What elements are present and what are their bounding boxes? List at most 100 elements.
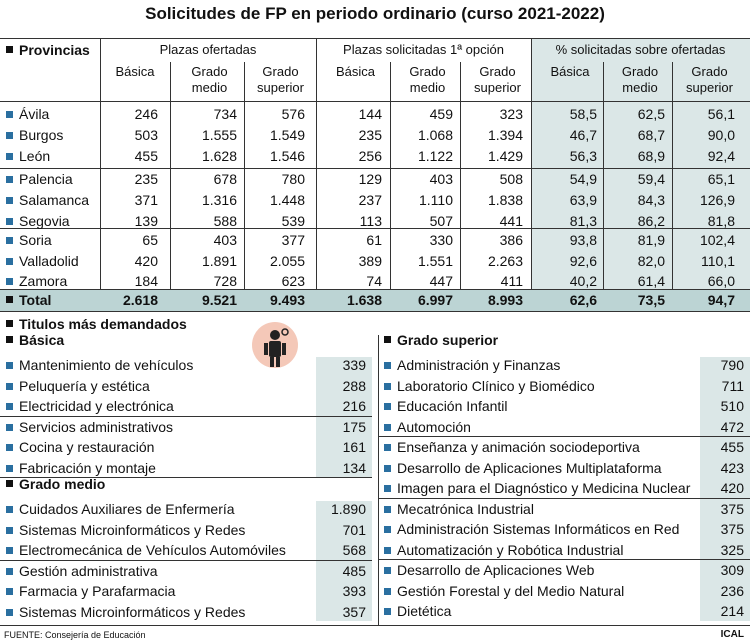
section-heading-text: Básica bbox=[19, 332, 65, 348]
bullet-icon bbox=[6, 588, 13, 595]
superior-item: Dietética bbox=[384, 603, 451, 619]
table-rule bbox=[0, 228, 750, 229]
basica-value: 288 bbox=[342, 377, 366, 394]
bullet-icon bbox=[6, 132, 13, 139]
bullet-icon bbox=[384, 423, 391, 431]
table-rule bbox=[0, 311, 750, 312]
page-title: Solicitudes de FP en periodo ordinario (… bbox=[145, 4, 605, 23]
superior-value: 455 bbox=[720, 439, 744, 455]
table-cell: 63,9 bbox=[569, 192, 597, 208]
table-cell: 728 bbox=[213, 273, 237, 289]
total-cell: 6.997 bbox=[417, 292, 453, 308]
table-cell: 1.551 bbox=[417, 253, 453, 269]
table-cell: 420 bbox=[134, 253, 158, 269]
title-name: Servicios administrativos bbox=[19, 418, 174, 435]
total-cell: 8.993 bbox=[487, 292, 523, 308]
table-cell: 184 bbox=[134, 273, 158, 289]
title-name: Desarrollo de Aplicaciones Web bbox=[397, 562, 595, 578]
value-shade bbox=[700, 357, 750, 621]
medio-item: Gestión administrativa bbox=[6, 563, 158, 579]
province-row-label: Burgos bbox=[6, 127, 63, 143]
superior-value: 309 bbox=[720, 562, 744, 578]
province-name: León bbox=[19, 148, 51, 164]
superior-value: 420 bbox=[720, 480, 744, 496]
table-cell: 237 bbox=[358, 192, 382, 208]
bottom-rule bbox=[0, 625, 750, 626]
table-cell: 2.263 bbox=[487, 253, 523, 269]
superior-value: 375 bbox=[720, 521, 744, 537]
superior-value: 325 bbox=[720, 541, 744, 558]
table-cell: 1.394 bbox=[487, 127, 523, 143]
bullet-icon bbox=[6, 176, 13, 183]
title-name: Educación Infantil bbox=[397, 398, 508, 414]
worker-icon bbox=[252, 322, 298, 368]
title-name: Cocina y restauración bbox=[19, 439, 155, 455]
bullet-icon bbox=[6, 153, 13, 160]
title-name: Sistemas Microinformáticos y Redes bbox=[19, 603, 246, 620]
province-name: Zamora bbox=[19, 273, 68, 289]
title-name: Cuidados Auxiliares de Enfermería bbox=[19, 501, 235, 517]
bullet-icon bbox=[6, 608, 13, 616]
table-divider bbox=[531, 38, 532, 290]
superior-value: 214 bbox=[720, 603, 744, 619]
table-cell: 371 bbox=[134, 192, 158, 208]
bullet-icon bbox=[6, 197, 13, 204]
table-cell: 411 bbox=[500, 273, 523, 289]
superior-value: 510 bbox=[720, 398, 744, 414]
basica-value: 161 bbox=[342, 439, 366, 455]
province-row-label: Valladolid bbox=[6, 253, 79, 269]
table-divider bbox=[390, 62, 391, 290]
province-row-label: Soria bbox=[6, 232, 52, 248]
table-cell: 507 bbox=[429, 213, 453, 229]
table-cell: 323 bbox=[499, 106, 523, 122]
total-cell: 9.521 bbox=[201, 292, 237, 308]
list-rule bbox=[0, 415, 372, 417]
superior-item: Automatización y Robótica Industrial bbox=[384, 542, 623, 558]
basica-value: 216 bbox=[342, 398, 366, 414]
total-cell: 9.493 bbox=[269, 292, 305, 308]
bullet-icon bbox=[6, 480, 13, 487]
bullet-icon bbox=[6, 567, 13, 575]
source-note: FUENTE: Consejería de Educación bbox=[4, 630, 146, 640]
total-cell: 73,5 bbox=[637, 292, 665, 308]
medio-value: 1.890 bbox=[330, 501, 366, 517]
value-shade bbox=[316, 501, 372, 621]
table-cell: 81,3 bbox=[569, 213, 597, 229]
superior-value: 236 bbox=[720, 582, 744, 599]
basica-value: 175 bbox=[342, 418, 366, 435]
table-cell: 539 bbox=[281, 213, 305, 229]
table-cell: 66,0 bbox=[707, 273, 735, 289]
title-name: Imagen para el Diagnóstico y Medicina Nu… bbox=[397, 480, 691, 496]
title-name: Electromecánica de Vehículos Automóviles bbox=[19, 542, 286, 558]
table-cell: 54,9 bbox=[569, 171, 597, 187]
table-cell: 2.055 bbox=[269, 253, 305, 269]
superior-value: 790 bbox=[720, 357, 744, 373]
basica-item: Cocina y restauración bbox=[6, 439, 154, 455]
sub-header-1: Básica bbox=[115, 64, 155, 79]
medio-value: 357 bbox=[342, 603, 366, 620]
table-cell: 129 bbox=[358, 171, 382, 187]
table-cell: 377 bbox=[281, 232, 305, 248]
brand-logo: ICAL bbox=[720, 629, 744, 640]
title-name: Laboratorio Clínico y Biomédico bbox=[397, 377, 595, 394]
medio-value: 568 bbox=[342, 542, 366, 558]
group-header-offered: Plazas ofertadas bbox=[159, 42, 257, 57]
sub-header-9: Grado superior bbox=[686, 64, 733, 95]
sub-header-4: Básica bbox=[335, 64, 376, 79]
table-cell: 40,2 bbox=[569, 273, 597, 289]
bullet-icon bbox=[384, 336, 391, 343]
medio-heading: Grado medio bbox=[6, 476, 105, 492]
total-cell: 1.638 bbox=[346, 292, 382, 308]
bullet-icon bbox=[6, 320, 13, 327]
title-name: Dietética bbox=[397, 603, 452, 619]
province-row-label: León bbox=[6, 148, 50, 164]
table-cell: 576 bbox=[281, 106, 305, 122]
superior-value: 472 bbox=[720, 418, 744, 435]
title-name: Electricidad y electrónica bbox=[19, 398, 174, 414]
superior-item: Laboratorio Clínico y Biomédico bbox=[384, 378, 595, 394]
bullet-icon bbox=[384, 587, 391, 595]
bullet-icon bbox=[6, 423, 13, 431]
table-cell: 508 bbox=[499, 171, 523, 187]
province-name: Burgos bbox=[19, 127, 64, 143]
table-cell: 588 bbox=[213, 213, 237, 229]
